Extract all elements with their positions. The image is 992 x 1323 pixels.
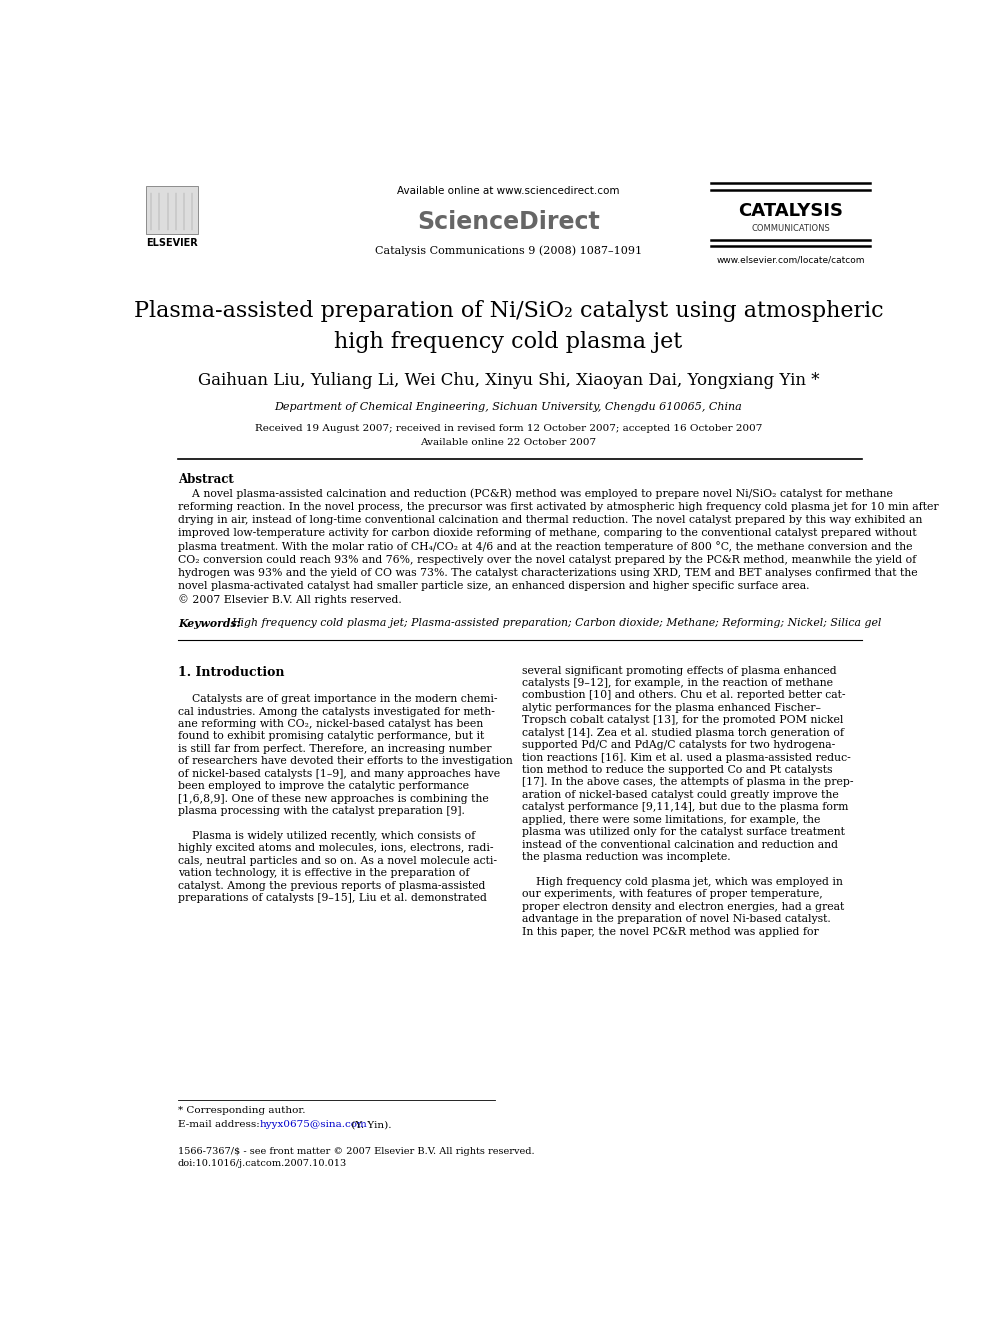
Text: high frequency cold plasma jet: high frequency cold plasma jet — [334, 331, 682, 353]
Text: * Corresponding author.: * Corresponding author. — [178, 1106, 306, 1115]
Text: CO₂ conversion could reach 93% and 76%, respectively over the novel catalyst pre: CO₂ conversion could reach 93% and 76%, … — [178, 554, 916, 565]
Text: (Y. Yin).: (Y. Yin). — [348, 1121, 392, 1130]
Text: Received 19 August 2007; received in revised form 12 October 2007; accepted 16 O: Received 19 August 2007; received in rev… — [255, 423, 762, 433]
Text: novel plasma-activated catalyst had smaller particle size, an enhanced dispersio: novel plasma-activated catalyst had smal… — [178, 581, 809, 591]
Text: vation technology, it is effective in the preparation of: vation technology, it is effective in th… — [178, 868, 469, 878]
Text: catalyst performance [9,11,14], but due to the plasma form: catalyst performance [9,11,14], but due … — [522, 802, 848, 812]
Text: Available online at www.sciencedirect.com: Available online at www.sciencedirect.co… — [397, 187, 620, 196]
Text: Keywords:: Keywords: — [178, 618, 240, 628]
Text: of researchers have devoted their efforts to the investigation: of researchers have devoted their effort… — [178, 757, 513, 766]
Text: Plasma is widely utilized recently, which consists of: Plasma is widely utilized recently, whic… — [178, 831, 475, 841]
Text: reforming reaction. In the novel process, the precursor was first activated by a: reforming reaction. In the novel process… — [178, 501, 938, 512]
Text: improved low-temperature activity for carbon dioxide reforming of methane, compa: improved low-temperature activity for ca… — [178, 528, 917, 538]
Text: COMMUNICATIONS: COMMUNICATIONS — [751, 224, 830, 233]
Text: Plasma-assisted preparation of Ni/SiO₂ catalyst using atmospheric: Plasma-assisted preparation of Ni/SiO₂ c… — [134, 300, 883, 323]
Text: the plasma reduction was incomplete.: the plasma reduction was incomplete. — [522, 852, 731, 863]
Text: combustion [10] and others. Chu et al. reported better cat-: combustion [10] and others. Chu et al. r… — [522, 691, 846, 700]
Text: Catalysts are of great importance in the modern chemi-: Catalysts are of great importance in the… — [178, 695, 497, 704]
Text: instead of the conventional calcination and reduction and: instead of the conventional calcination … — [522, 840, 838, 849]
Text: 1. Introduction: 1. Introduction — [178, 665, 285, 679]
Text: supported Pd/C and PdAg/C catalysts for two hydrogena-: supported Pd/C and PdAg/C catalysts for … — [522, 740, 835, 750]
Text: [1,6,8,9]. One of these new approaches is combining the: [1,6,8,9]. One of these new approaches i… — [178, 794, 489, 803]
Text: In this paper, the novel PC&R method was applied for: In this paper, the novel PC&R method was… — [522, 926, 819, 937]
Text: cals, neutral particles and so on. As a novel molecule acti-: cals, neutral particles and so on. As a … — [178, 856, 497, 865]
Text: hyyx0675@sina.com: hyyx0675@sina.com — [260, 1121, 368, 1130]
Text: been employed to improve the catalytic performance: been employed to improve the catalytic p… — [178, 781, 469, 791]
Text: Abstract: Abstract — [178, 472, 233, 486]
Text: cal industries. Among the catalysts investigated for meth-: cal industries. Among the catalysts inve… — [178, 706, 495, 717]
Text: doi:10.1016/j.catcom.2007.10.013: doi:10.1016/j.catcom.2007.10.013 — [178, 1159, 347, 1168]
Text: A novel plasma-assisted calcination and reduction (PC&R) method was employed to : A novel plasma-assisted calcination and … — [178, 488, 893, 499]
Text: tion method to reduce the supported Co and Pt catalysts: tion method to reduce the supported Co a… — [522, 765, 832, 775]
Text: several significant promoting effects of plasma enhanced: several significant promoting effects of… — [522, 665, 837, 676]
Text: catalyst [14]. Zea et al. studied plasma torch generation of: catalyst [14]. Zea et al. studied plasma… — [522, 728, 844, 738]
Text: Department of Chemical Engineering, Sichuan University, Chengdu 610065, China: Department of Chemical Engineering, Sich… — [275, 402, 742, 411]
Text: aration of nickel-based catalyst could greatly improve the: aration of nickel-based catalyst could g… — [522, 790, 839, 800]
Text: www.elsevier.com/locate/catcom: www.elsevier.com/locate/catcom — [716, 255, 865, 265]
Bar — [146, 185, 197, 234]
Text: Catalysis Communications 9 (2008) 1087–1091: Catalysis Communications 9 (2008) 1087–1… — [375, 246, 642, 257]
Text: plasma processing with the catalyst preparation [9].: plasma processing with the catalyst prep… — [178, 806, 464, 816]
Text: High frequency cold plasma jet, which was employed in: High frequency cold plasma jet, which wa… — [522, 877, 843, 886]
Text: E-mail address:: E-mail address: — [178, 1121, 263, 1130]
Text: Available online 22 October 2007: Available online 22 October 2007 — [421, 438, 596, 447]
Text: Gaihuan Liu, Yuliang Li, Wei Chu, Xinyu Shi, Xiaoyan Dai, Yongxiang Yin *: Gaihuan Liu, Yuliang Li, Wei Chu, Xinyu … — [197, 372, 819, 389]
Text: ane reforming with CO₂, nickel-based catalyst has been: ane reforming with CO₂, nickel-based cat… — [178, 718, 483, 729]
Text: catalysts [9–12], for example, in the reaction of methane: catalysts [9–12], for example, in the re… — [522, 677, 833, 688]
Text: ELSEVIER: ELSEVIER — [146, 238, 198, 249]
Text: drying in air, instead of long-time conventional calcination and thermal reducti: drying in air, instead of long-time conv… — [178, 515, 923, 525]
Text: Tropsch cobalt catalyst [13], for the promoted POM nickel: Tropsch cobalt catalyst [13], for the pr… — [522, 716, 843, 725]
Text: plasma treatment. With the molar ratio of CH₄/CO₂ at 4/6 and at the reaction tem: plasma treatment. With the molar ratio o… — [178, 541, 913, 552]
Text: applied, there were some limitations, for example, the: applied, there were some limitations, fo… — [522, 815, 820, 824]
Text: found to exhibit promising catalytic performance, but it: found to exhibit promising catalytic per… — [178, 732, 484, 741]
Text: CATALYSIS: CATALYSIS — [738, 202, 843, 220]
Text: advantage in the preparation of novel Ni-based catalyst.: advantage in the preparation of novel Ni… — [522, 914, 831, 925]
Text: preparations of catalysts [9–15], Liu et al. demonstrated: preparations of catalysts [9–15], Liu et… — [178, 893, 487, 904]
Text: © 2007 Elsevier B.V. All rights reserved.: © 2007 Elsevier B.V. All rights reserved… — [178, 594, 402, 605]
Text: catalyst. Among the previous reports of plasma-assisted: catalyst. Among the previous reports of … — [178, 881, 485, 890]
Text: of nickel-based catalysts [1–9], and many approaches have: of nickel-based catalysts [1–9], and man… — [178, 769, 500, 779]
Text: hydrogen was 93% and the yield of CO was 73%. The catalyst characterizations usi: hydrogen was 93% and the yield of CO was… — [178, 568, 918, 578]
Text: 1566-7367/$ - see front matter © 2007 Elsevier B.V. All rights reserved.: 1566-7367/$ - see front matter © 2007 El… — [178, 1147, 535, 1156]
Text: is still far from perfect. Therefore, an increasing number: is still far from perfect. Therefore, an… — [178, 744, 491, 754]
Text: alytic performances for the plasma enhanced Fischer–: alytic performances for the plasma enhan… — [522, 703, 821, 713]
Text: High frequency cold plasma jet; Plasma-assisted preparation; Carbon dioxide; Met: High frequency cold plasma jet; Plasma-a… — [231, 618, 882, 627]
Text: our experiments, with features of proper temperature,: our experiments, with features of proper… — [522, 889, 823, 900]
Text: [17]. In the above cases, the attempts of plasma in the prep-: [17]. In the above cases, the attempts o… — [522, 778, 854, 787]
Text: proper electron density and electron energies, had a great: proper electron density and electron ene… — [522, 902, 844, 912]
Text: plasma was utilized only for the catalyst surface treatment: plasma was utilized only for the catalys… — [522, 827, 845, 837]
Text: tion reactions [16]. Kim et al. used a plasma-assisted reduc-: tion reactions [16]. Kim et al. used a p… — [522, 753, 851, 762]
Text: ScienceDirect: ScienceDirect — [417, 210, 600, 234]
Text: highly excited atoms and molecules, ions, electrons, radi-: highly excited atoms and molecules, ions… — [178, 843, 493, 853]
